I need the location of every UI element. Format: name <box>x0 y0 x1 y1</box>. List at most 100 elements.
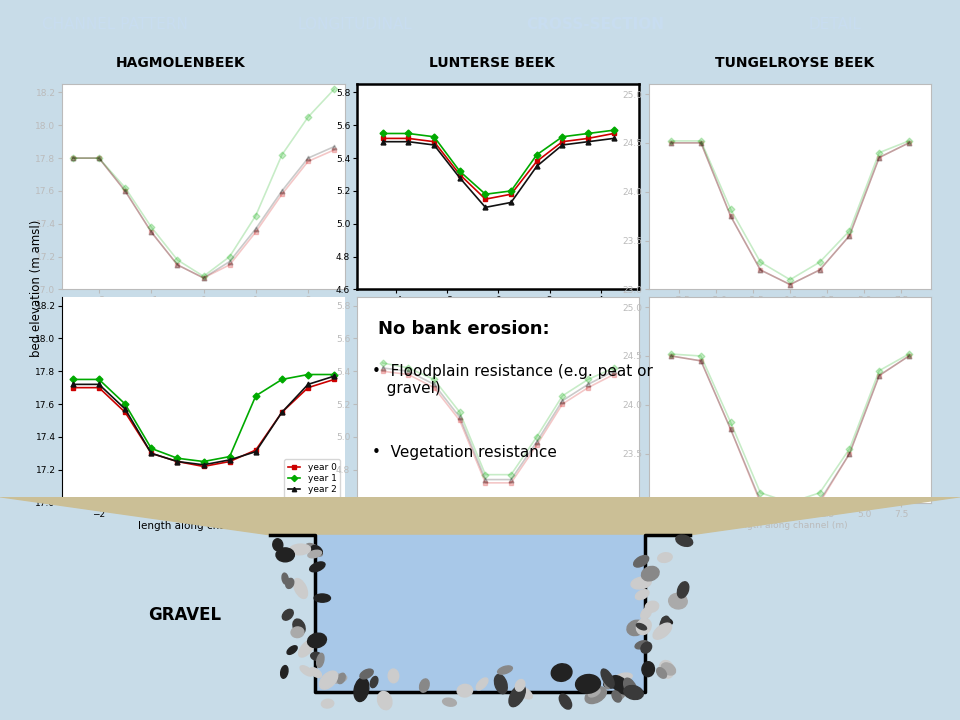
Line: year 1: year 1 <box>669 351 911 505</box>
Polygon shape <box>0 497 960 535</box>
Ellipse shape <box>676 535 693 546</box>
year 2 <box>695 138 707 147</box>
year 0 <box>454 170 466 179</box>
Ellipse shape <box>601 669 614 688</box>
Ellipse shape <box>653 623 672 639</box>
year 1 <box>557 132 568 141</box>
year 1 <box>198 272 209 281</box>
Text: LONGITUDINAL: LONGITUDINAL <box>298 17 413 32</box>
Text: GRAVEL: GRAVEL <box>149 606 222 624</box>
Line: year 1: year 1 <box>380 127 616 197</box>
Ellipse shape <box>388 669 398 683</box>
Ellipse shape <box>624 678 637 698</box>
year 1 <box>250 392 261 400</box>
year 2 <box>505 198 516 207</box>
Ellipse shape <box>613 683 628 701</box>
year 1 <box>665 137 677 145</box>
year 0 <box>67 154 79 163</box>
year 0 <box>328 375 340 384</box>
Ellipse shape <box>354 678 369 701</box>
year 1 <box>695 137 707 145</box>
year 0 <box>874 372 885 380</box>
year 1 <box>146 222 157 231</box>
Ellipse shape <box>612 691 621 702</box>
year 1 <box>557 392 568 400</box>
Ellipse shape <box>636 624 646 630</box>
year 1 <box>531 150 542 159</box>
year 2 <box>505 475 516 484</box>
Line: year 0: year 0 <box>669 140 911 287</box>
Ellipse shape <box>636 618 651 634</box>
Ellipse shape <box>604 674 612 689</box>
year 1 <box>665 350 677 359</box>
year 2 <box>784 280 796 289</box>
year 0 <box>93 154 105 163</box>
year 2 <box>665 351 677 360</box>
Ellipse shape <box>322 699 334 708</box>
year 0 <box>695 356 707 365</box>
year 0 <box>844 231 855 240</box>
Line: year 2: year 2 <box>380 366 616 482</box>
year 1 <box>302 370 314 379</box>
Line: year 0: year 0 <box>70 377 337 469</box>
year 1 <box>276 375 288 384</box>
Text: HAGMOLENBEEK: HAGMOLENBEEK <box>115 55 245 70</box>
year 1 <box>402 364 414 372</box>
year 0 <box>172 261 183 269</box>
year 1 <box>67 154 79 163</box>
year 2 <box>608 367 619 376</box>
year 2 <box>725 212 736 220</box>
year 1 <box>784 498 796 507</box>
year 0 <box>250 446 261 454</box>
year 0 <box>814 498 826 507</box>
year 1 <box>302 113 314 122</box>
Text: CROSS-SECTION: CROSS-SECTION <box>526 17 664 32</box>
year 1 <box>725 205 736 214</box>
year 0 <box>302 383 314 392</box>
year 0 <box>377 134 389 143</box>
year 0 <box>557 138 568 146</box>
year 0 <box>454 416 466 425</box>
year 0 <box>505 479 516 487</box>
Ellipse shape <box>662 618 672 624</box>
year 0 <box>67 383 79 392</box>
Text: DETAIL: DETAIL <box>808 17 862 32</box>
year 2 <box>557 397 568 405</box>
year 0 <box>608 129 619 138</box>
Ellipse shape <box>330 674 347 683</box>
year 2 <box>302 154 314 163</box>
year 2 <box>608 134 619 143</box>
year 2 <box>428 380 440 389</box>
year 1 <box>784 275 796 284</box>
Line: year 2: year 2 <box>70 374 337 467</box>
year 0 <box>784 503 796 512</box>
year 1 <box>454 167 466 176</box>
Ellipse shape <box>310 562 325 572</box>
year 1 <box>505 470 516 479</box>
Line: year 2: year 2 <box>380 136 616 210</box>
Ellipse shape <box>310 667 322 678</box>
year 0 <box>402 370 414 379</box>
Ellipse shape <box>311 652 323 660</box>
year 2 <box>480 475 492 484</box>
year 2 <box>172 261 183 269</box>
Line: year 1: year 1 <box>669 138 911 282</box>
year 2 <box>172 457 183 466</box>
year 2 <box>531 162 542 171</box>
year 2 <box>814 266 826 274</box>
year 0 <box>755 266 766 274</box>
Line: year 1: year 1 <box>380 361 616 477</box>
Ellipse shape <box>627 620 645 636</box>
year 1 <box>505 186 516 195</box>
year 2 <box>454 413 466 421</box>
year 0 <box>93 383 105 392</box>
Ellipse shape <box>586 687 607 703</box>
Ellipse shape <box>377 691 392 710</box>
year 1 <box>428 132 440 141</box>
Ellipse shape <box>282 573 288 584</box>
year 1 <box>93 154 105 163</box>
Ellipse shape <box>287 646 298 654</box>
year 2 <box>224 257 235 266</box>
Ellipse shape <box>509 685 525 706</box>
Ellipse shape <box>311 546 323 555</box>
